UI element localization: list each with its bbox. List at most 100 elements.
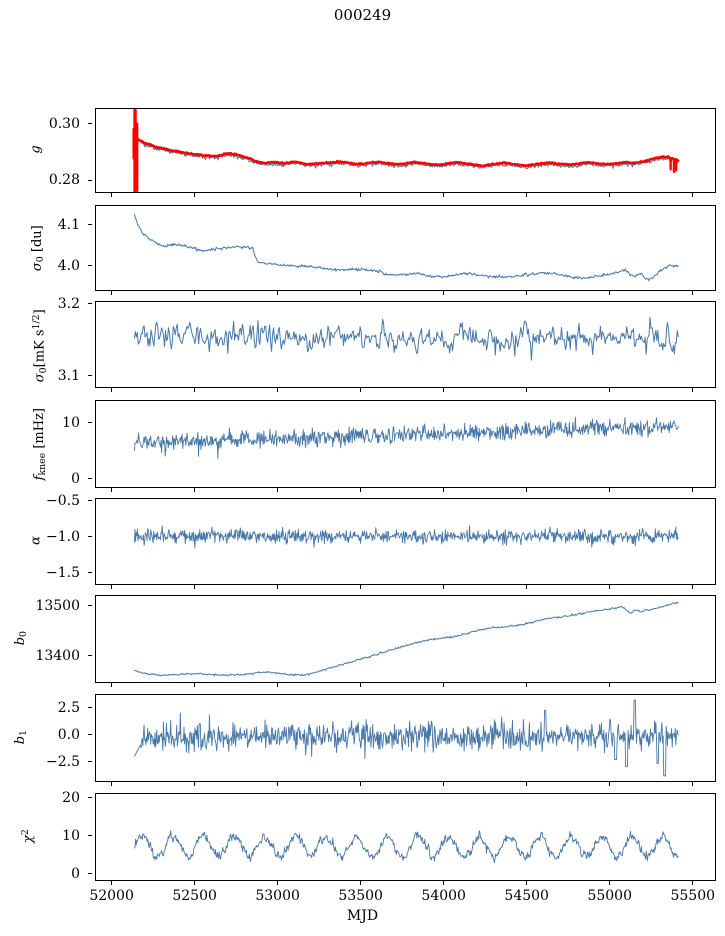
x-tick-mark [111,488,113,492]
x-tick-mark [111,683,113,687]
x-tick-mark [277,782,279,786]
x-tick-label: 52000 [89,888,134,904]
x-tick-mark [443,388,445,392]
x-tick-label: 54500 [504,888,549,904]
panel-chi2-plot [133,829,679,864]
x-tick-mark [194,193,196,197]
x-tick-mark [443,585,445,589]
x-tick-mark [360,193,362,197]
panel-b0-ytick-0: 13500 [35,598,80,614]
x-tick-mark [526,291,528,295]
x-tick-mark [277,881,279,885]
x-tick-mark [194,488,196,492]
panel-gain-ytickmark-0 [88,123,92,125]
panel-fknee-ytick-0: 10 [62,415,80,431]
x-tick-mark [692,881,694,885]
panel-sigma0-du [95,205,716,291]
x-tick-mark [692,683,694,687]
x-tick-mark [443,488,445,492]
panel-sigma0-mk-ytickmark-1 [88,375,92,377]
panel-b1-ytickmark-1 [88,734,92,736]
x-tick-mark [443,291,445,295]
panel-sigma0-mk-ytick-1: 3.1 [57,368,80,384]
x-tick-mark [443,193,445,197]
x-tick-label: 52500 [172,888,217,904]
x-tick-mark [526,388,528,392]
panel-b1-ytickmark-0 [88,707,92,709]
panel-alpha-ytickmark-0 [88,500,92,502]
x-tick-mark [692,193,694,197]
x-tick-mark [609,388,611,392]
x-tick-mark [609,488,611,492]
x-tick-mark [360,782,362,786]
x-tick-label: 55500 [670,888,716,904]
panel-b0-ytick-1: 13400 [35,648,80,664]
x-axis-label: MJD [346,908,379,924]
panel-chi2-ytick-0: 20 [62,790,80,806]
x-tick-mark [360,585,362,589]
panel-alpha-ytick-1: −1.0 [46,529,80,545]
panel-chi2-ytickmark-2 [88,873,92,875]
x-tick-mark [609,782,611,786]
panel-gain [95,108,716,193]
panel-sigma0-du-plot [133,213,679,282]
panel-chi2 [95,793,716,881]
x-tick-label: 55000 [587,888,632,904]
panel-sigma0-mk-ytick-0: 3.2 [57,296,80,312]
x-tick-mark [111,291,113,295]
x-tick-mark [526,881,528,885]
panel-gain-ytick-0: 0.30 [48,116,80,132]
x-tick-mark [443,683,445,687]
panel-chi2-ytick-2: 0 [71,866,80,882]
x-tick-mark [194,388,196,392]
x-tick-mark [692,291,694,295]
x-tick-mark [111,585,113,589]
panel-chi2-ytickmark-1 [88,835,92,837]
panel-b1-ytick-1: 0.0 [57,727,80,743]
x-tick-mark [692,388,694,392]
x-tick-mark [443,782,445,786]
x-tick-mark [526,193,528,197]
panel-alpha-ytickmark-2 [88,572,92,574]
panel-alpha-plot [133,525,679,549]
panel-sigma0-du-ytick-1: 4.0 [57,258,80,274]
x-tick-mark [609,291,611,295]
panel-b0-ytickmark-1 [88,655,92,657]
panel-gain-plot [132,109,680,192]
panel-sigma0-mk-ytickmark-0 [88,303,92,305]
x-tick-mark [111,782,113,786]
panel-b1 [95,694,716,782]
x-tick-mark [609,881,611,885]
panel-fknee-ytick-1: 0 [71,471,80,487]
x-tick-mark [360,291,362,295]
panel-sigma0-mk-plot [133,316,679,361]
x-tick-label: 53500 [338,888,383,904]
panel-fknee-ytickmark-0 [88,422,92,424]
x-tick-mark [526,488,528,492]
x-tick-mark [277,193,279,197]
panel-alpha [95,498,716,585]
panel-b1-ytickmark-2 [88,761,92,763]
x-tick-mark [526,683,528,687]
panel-b1-ytick-2: −2.5 [46,754,80,770]
x-tick-mark [526,782,528,786]
x-tick-mark [111,388,113,392]
x-tick-mark [443,881,445,885]
panel-gain-ytick-1: 0.28 [48,172,80,188]
x-tick-mark [609,193,611,197]
x-tick-label: 53000 [255,888,300,904]
x-tick-mark [277,585,279,589]
panel-b0-ytickmark-0 [88,605,92,607]
x-tick-mark [194,585,196,589]
x-tick-mark [609,683,611,687]
panel-b0 [95,595,716,683]
x-tick-mark [194,881,196,885]
x-tick-mark [526,585,528,589]
x-tick-mark [360,683,362,687]
panel-alpha-ytick-2: −1.5 [46,565,80,581]
x-tick-mark [277,291,279,295]
x-tick-mark [277,388,279,392]
x-tick-mark [360,881,362,885]
panel-sigma0-du-ytickmark-0 [88,224,92,226]
